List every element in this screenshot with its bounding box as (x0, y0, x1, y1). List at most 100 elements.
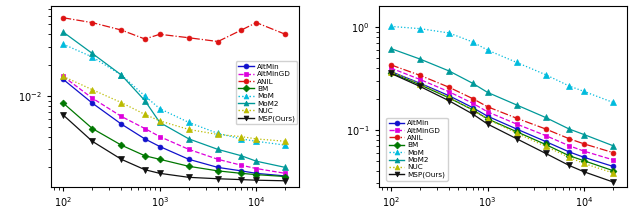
MSP(Ours) (416, 85, 424, 88)
AltMin (416, 82, 424, 84)
AltMin (387, 70, 395, 73)
MSP(Ours) (118, 158, 125, 160)
Line: MSP(Ours): MSP(Ours) (61, 112, 288, 184)
Line: MoM2: MoM2 (388, 45, 616, 149)
MoM (416, 27, 424, 30)
NUC (416, 82, 424, 85)
BM (542, 143, 550, 146)
BM (565, 154, 573, 157)
MSP(Ours) (580, 170, 588, 173)
AltMinGD (237, 164, 245, 166)
AltMin (185, 158, 193, 160)
AltMin (252, 172, 260, 175)
MoM2 (118, 74, 125, 76)
MoM2 (468, 82, 476, 84)
MoM2 (214, 148, 221, 151)
NUC (445, 96, 453, 99)
AltMin (282, 175, 289, 177)
MSP(Ours) (484, 123, 492, 125)
NUC (565, 156, 573, 159)
AltMin (237, 170, 245, 172)
AltMin (468, 106, 476, 109)
MoM (141, 95, 148, 97)
MSP(Ours) (141, 168, 148, 171)
ANIL (282, 33, 289, 36)
BM (468, 109, 476, 111)
MoM2 (542, 116, 550, 119)
AltMin (60, 78, 67, 81)
MoM2 (252, 160, 260, 162)
BM (252, 173, 260, 176)
ANIL (445, 86, 453, 89)
MoM2 (484, 91, 492, 94)
AltMinGD (468, 102, 476, 105)
MoM (445, 32, 453, 34)
BM (185, 165, 193, 168)
NUC (185, 128, 193, 131)
AltMinGD (118, 115, 125, 118)
BM (237, 172, 245, 175)
MoM2 (156, 121, 164, 124)
AltMin (118, 123, 125, 125)
AltMin (484, 115, 492, 117)
Line: MoM2: MoM2 (60, 29, 289, 170)
AltMin (609, 165, 617, 168)
ANIL (542, 128, 550, 130)
MoM (609, 101, 617, 104)
NUC (252, 138, 260, 140)
AltMinGD (445, 91, 453, 93)
MSP(Ours) (60, 114, 67, 116)
AltMinGD (214, 158, 221, 160)
NUC (214, 133, 221, 136)
AltMinGD (484, 110, 492, 113)
BM (156, 158, 164, 160)
NUC (118, 101, 125, 104)
MoM (118, 74, 125, 76)
MoM2 (237, 155, 245, 157)
MSP(Ours) (214, 177, 221, 180)
MSP(Ours) (156, 172, 164, 175)
NUC (60, 75, 67, 78)
AltMin (580, 156, 588, 159)
MSP(Ours) (609, 181, 617, 183)
AltMinGD (580, 150, 588, 152)
BM (141, 155, 148, 157)
MSP(Ours) (468, 113, 476, 115)
NUC (88, 88, 96, 91)
AltMin (141, 138, 148, 140)
NUC (237, 135, 245, 138)
BM (60, 102, 67, 104)
AltMin (513, 128, 520, 130)
Line: MSP(Ours): MSP(Ours) (388, 71, 616, 185)
AltMinGD (282, 172, 289, 175)
Line: ANIL: ANIL (61, 15, 288, 44)
BM (88, 127, 96, 130)
AltMinGD (387, 67, 395, 69)
MoM2 (387, 47, 395, 50)
ANIL (484, 106, 492, 108)
BM (214, 170, 221, 172)
BM (609, 169, 617, 172)
BM (118, 144, 125, 146)
MoM2 (282, 166, 289, 169)
Line: AltMin: AltMin (388, 69, 616, 169)
NUC (141, 113, 148, 116)
MoM2 (445, 70, 453, 72)
AltMinGD (141, 127, 148, 130)
MoM (214, 132, 221, 135)
MSP(Ours) (513, 137, 520, 140)
AltMin (565, 151, 573, 153)
ANIL (88, 21, 96, 24)
ANIL (214, 40, 221, 43)
Legend: AltMin, AltMinGD, ANIL, BM, MoM, MoM2, NUC, MSP(Ours): AltMin, AltMinGD, ANIL, BM, MoM, MoM2, N… (236, 61, 298, 124)
AltMinGD (185, 148, 193, 151)
ANIL (513, 117, 520, 119)
ANIL (416, 74, 424, 77)
MoM (565, 85, 573, 87)
MSP(Ours) (282, 180, 289, 182)
NUC (468, 109, 476, 111)
MSP(Ours) (387, 72, 395, 75)
MSP(Ours) (252, 179, 260, 181)
ANIL (141, 38, 148, 40)
NUC (156, 120, 164, 122)
